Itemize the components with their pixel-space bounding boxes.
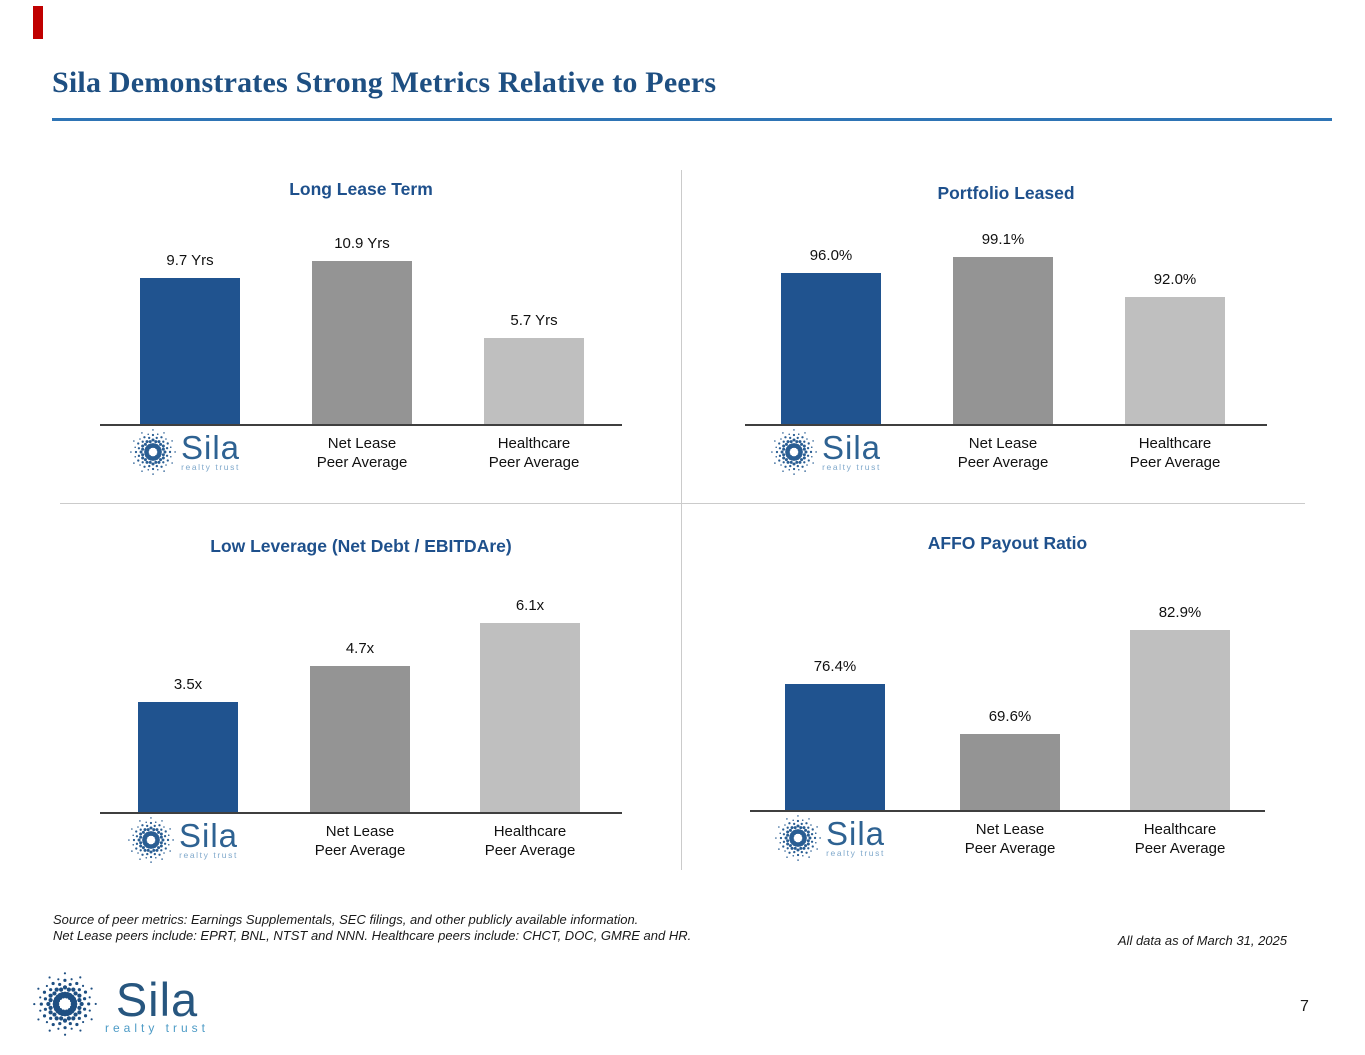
category-label: Healthcare Peer Average xyxy=(488,435,580,471)
category-label: Healthcare Peer Average xyxy=(1134,821,1226,857)
sila-starburst-icon xyxy=(33,972,97,1041)
bar-healthcare-peer-average xyxy=(484,338,584,424)
x-axis xyxy=(100,424,622,426)
sila-starburst-icon xyxy=(775,815,821,861)
bar-net-lease-peer-average xyxy=(960,734,1060,810)
chart-title: Portfolio Leased xyxy=(937,183,1075,203)
bar-value-label: 6.1x xyxy=(515,597,545,614)
category-label: Net Lease Peer Average xyxy=(964,821,1056,857)
accent-mark xyxy=(33,6,43,39)
sila-logo: Sila realty trust xyxy=(128,817,238,863)
sila-logo-wordmark: Sila xyxy=(826,814,886,852)
sila-starburst-icon xyxy=(33,972,97,1036)
bar-value-label: 69.6% xyxy=(988,708,1032,725)
as-of-date: All data as of March 31, 2025 xyxy=(1117,933,1287,948)
bar-sila xyxy=(138,702,238,812)
chart-title: Long Lease Term xyxy=(289,179,433,199)
sila-logo-tagline: realty trust xyxy=(105,1020,210,1035)
bar-healthcare-peer-average xyxy=(1125,297,1225,424)
sila-logo-wordmark: Sila xyxy=(822,428,882,466)
bar-value-label: 9.7 Yrs xyxy=(166,252,214,269)
bar-value-label: 4.7x xyxy=(345,640,375,657)
sila-logo: Sila realty trust xyxy=(130,429,240,475)
chart-title: Low Leverage (Net Debt / EBITDAre) xyxy=(210,536,512,556)
chart-title: AFFO Payout Ratio xyxy=(927,533,1088,553)
bar-sila xyxy=(785,684,885,810)
bar-net-lease-peer-average xyxy=(310,666,410,812)
bar-value-label: 99.1% xyxy=(981,231,1025,248)
bar-sila xyxy=(781,273,881,424)
bar-net-lease-peer-average xyxy=(312,261,412,424)
sila-starburst-icon xyxy=(771,429,817,475)
title-rule xyxy=(52,118,1332,121)
source-footnote-line2: Net Lease peers include: EPRT, BNL, NTST… xyxy=(53,928,692,943)
bar-net-lease-peer-average xyxy=(953,257,1053,424)
sila-logo-wordmark: Sila xyxy=(181,428,241,466)
bar-value-label: 82.9% xyxy=(1158,604,1202,621)
sila-starburst-icon xyxy=(130,429,176,475)
sila-logo-wordmark: Sila xyxy=(179,816,239,854)
sila-logo-tagline: realty trust xyxy=(179,849,238,860)
sila-logo-tagline: realty trust xyxy=(822,461,881,472)
category-label: Net Lease Peer Average xyxy=(314,823,406,859)
category-label: Healthcare Peer Average xyxy=(1129,435,1221,471)
chart-low-leverage: Low Leverage (Net Debt / EBITDAre) 3.5x 4… xyxy=(60,520,680,880)
bar-value-label: 92.0% xyxy=(1153,271,1197,288)
category-label: Net Lease Peer Average xyxy=(957,435,1049,471)
sila-logo: Sila realty trust xyxy=(771,429,881,475)
chart-portfolio-leased: Portfolio Leased 96.0% 99.1% 92.0% Sila real… xyxy=(690,165,1310,500)
source-footnote: Source of peer metrics: Earnings Supplem… xyxy=(53,912,691,944)
category-label: Net Lease Peer Average xyxy=(316,435,408,471)
sila-logo-tagline: realty trust xyxy=(181,461,240,472)
vertical-divider xyxy=(681,170,682,870)
chart-long-lease-term: Long Lease Term 9.7 Yrs 10.9 Yrs 5.7 Yrs Si… xyxy=(60,165,680,500)
sila-logo-footer: Sila realty trust xyxy=(33,972,209,1041)
sila-logo-wordmark: Sila xyxy=(115,972,199,1026)
bar-value-label: 96.0% xyxy=(809,247,853,264)
sila-starburst-icon xyxy=(128,817,174,863)
category-label: Healthcare Peer Average xyxy=(484,823,576,859)
page-title: Sila Demonstrates Strong Metrics Relativ… xyxy=(52,66,717,99)
source-footnote-line1: Source of peer metrics: Earnings Supplem… xyxy=(53,912,639,927)
page-number: 7 xyxy=(1300,998,1309,1015)
bar-healthcare-peer-average xyxy=(480,623,580,812)
sila-logo: Sila realty trust xyxy=(775,815,885,861)
bar-value-label: 5.7 Yrs xyxy=(510,312,558,329)
bar-value-label: 3.5x xyxy=(173,676,203,693)
sila-logo-tagline: realty trust xyxy=(826,847,885,858)
bar-sila xyxy=(140,278,240,424)
horizontal-divider xyxy=(60,503,1305,504)
bar-healthcare-peer-average xyxy=(1130,630,1230,810)
bar-value-label: 76.4% xyxy=(813,658,857,675)
bar-value-label: 10.9 Yrs xyxy=(334,235,390,252)
x-axis xyxy=(750,810,1265,812)
x-axis xyxy=(745,424,1267,426)
chart-affo-payout-ratio: AFFO Payout Ratio 76.4% 69.6% 82.9% Sila rea… xyxy=(690,520,1310,880)
x-axis xyxy=(100,812,622,814)
